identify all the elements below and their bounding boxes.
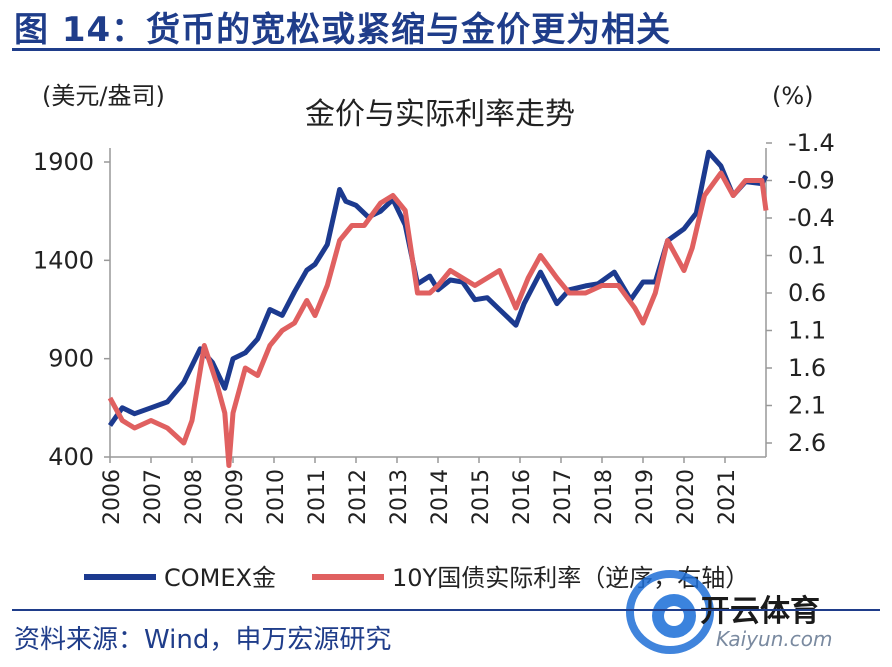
right-axis-unit: (%) (772, 82, 814, 110)
x-tick-label: 2011 (305, 469, 330, 525)
x-tick-label: 2013 (387, 469, 412, 525)
source-rule (12, 609, 880, 611)
right-tick-label: -1.4 (788, 129, 835, 157)
left-tick-label: 1900 (33, 148, 94, 176)
left-tick-label: 1400 (33, 246, 94, 274)
legend-item-comex-label: COMEX金 (164, 564, 276, 592)
series-layer (107, 149, 769, 468)
x-tick-label: 2006 (100, 469, 125, 525)
watermark-icon (626, 570, 714, 654)
x-tick-label: 2020 (674, 469, 699, 525)
left-tick-label: 900 (48, 345, 94, 373)
chart: 金价与实际利率走势 (美元/盎司) (%) 1900 1400 900 400 -1.4… (33, 82, 835, 592)
x-tick-label: 2015 (469, 469, 494, 525)
series-line-real-rate (107, 170, 769, 468)
right-tick-label: 1.6 (788, 354, 826, 382)
source-note: 资料来源：Wind，申万宏源研究 (14, 625, 392, 655)
x-tick-label: 2016 (510, 469, 535, 525)
right-tick-label: 0.1 (788, 242, 826, 270)
watermark-site: Kaiyun.com (716, 627, 833, 651)
x-tick-label: 2021 (715, 469, 740, 525)
left-axis-unit: (美元/盎司) (42, 82, 165, 110)
x-tick-label: 2017 (551, 469, 576, 525)
figure-title: 图 14：货币的宽松或紧缩与金价更为相关 (14, 10, 672, 50)
title-rule (12, 48, 880, 51)
x-tick-label: 2012 (346, 469, 371, 525)
right-tick-label: -0.4 (788, 204, 835, 232)
left-tick-label: 400 (48, 443, 94, 471)
x-tick-label: 2010 (264, 469, 289, 525)
right-tick-label: -0.9 (788, 167, 835, 195)
right-tick-label: 0.6 (788, 279, 826, 307)
x-tick-label: 2007 (141, 469, 166, 525)
x-tick-label: 2009 (223, 469, 248, 525)
x-tick-label: 2018 (592, 469, 617, 525)
axes: 1900 1400 900 400 -1.4 -0.9 -0.4 0.1 0.6 1.1 1.6 2.… (33, 129, 835, 525)
x-tick-label: 2008 (182, 469, 207, 525)
chart-title: 金价与实际利率走势 (305, 97, 575, 132)
x-tick-label: 2014 (428, 469, 453, 525)
right-tick-label: 2.6 (788, 429, 826, 457)
x-tick-label: 2019 (633, 469, 658, 525)
watermark-brand: 开云体育 (700, 594, 820, 629)
watermark-logo (612, 560, 892, 660)
right-tick-label: 1.1 (788, 317, 826, 345)
right-tick-label: 2.1 (788, 392, 826, 420)
